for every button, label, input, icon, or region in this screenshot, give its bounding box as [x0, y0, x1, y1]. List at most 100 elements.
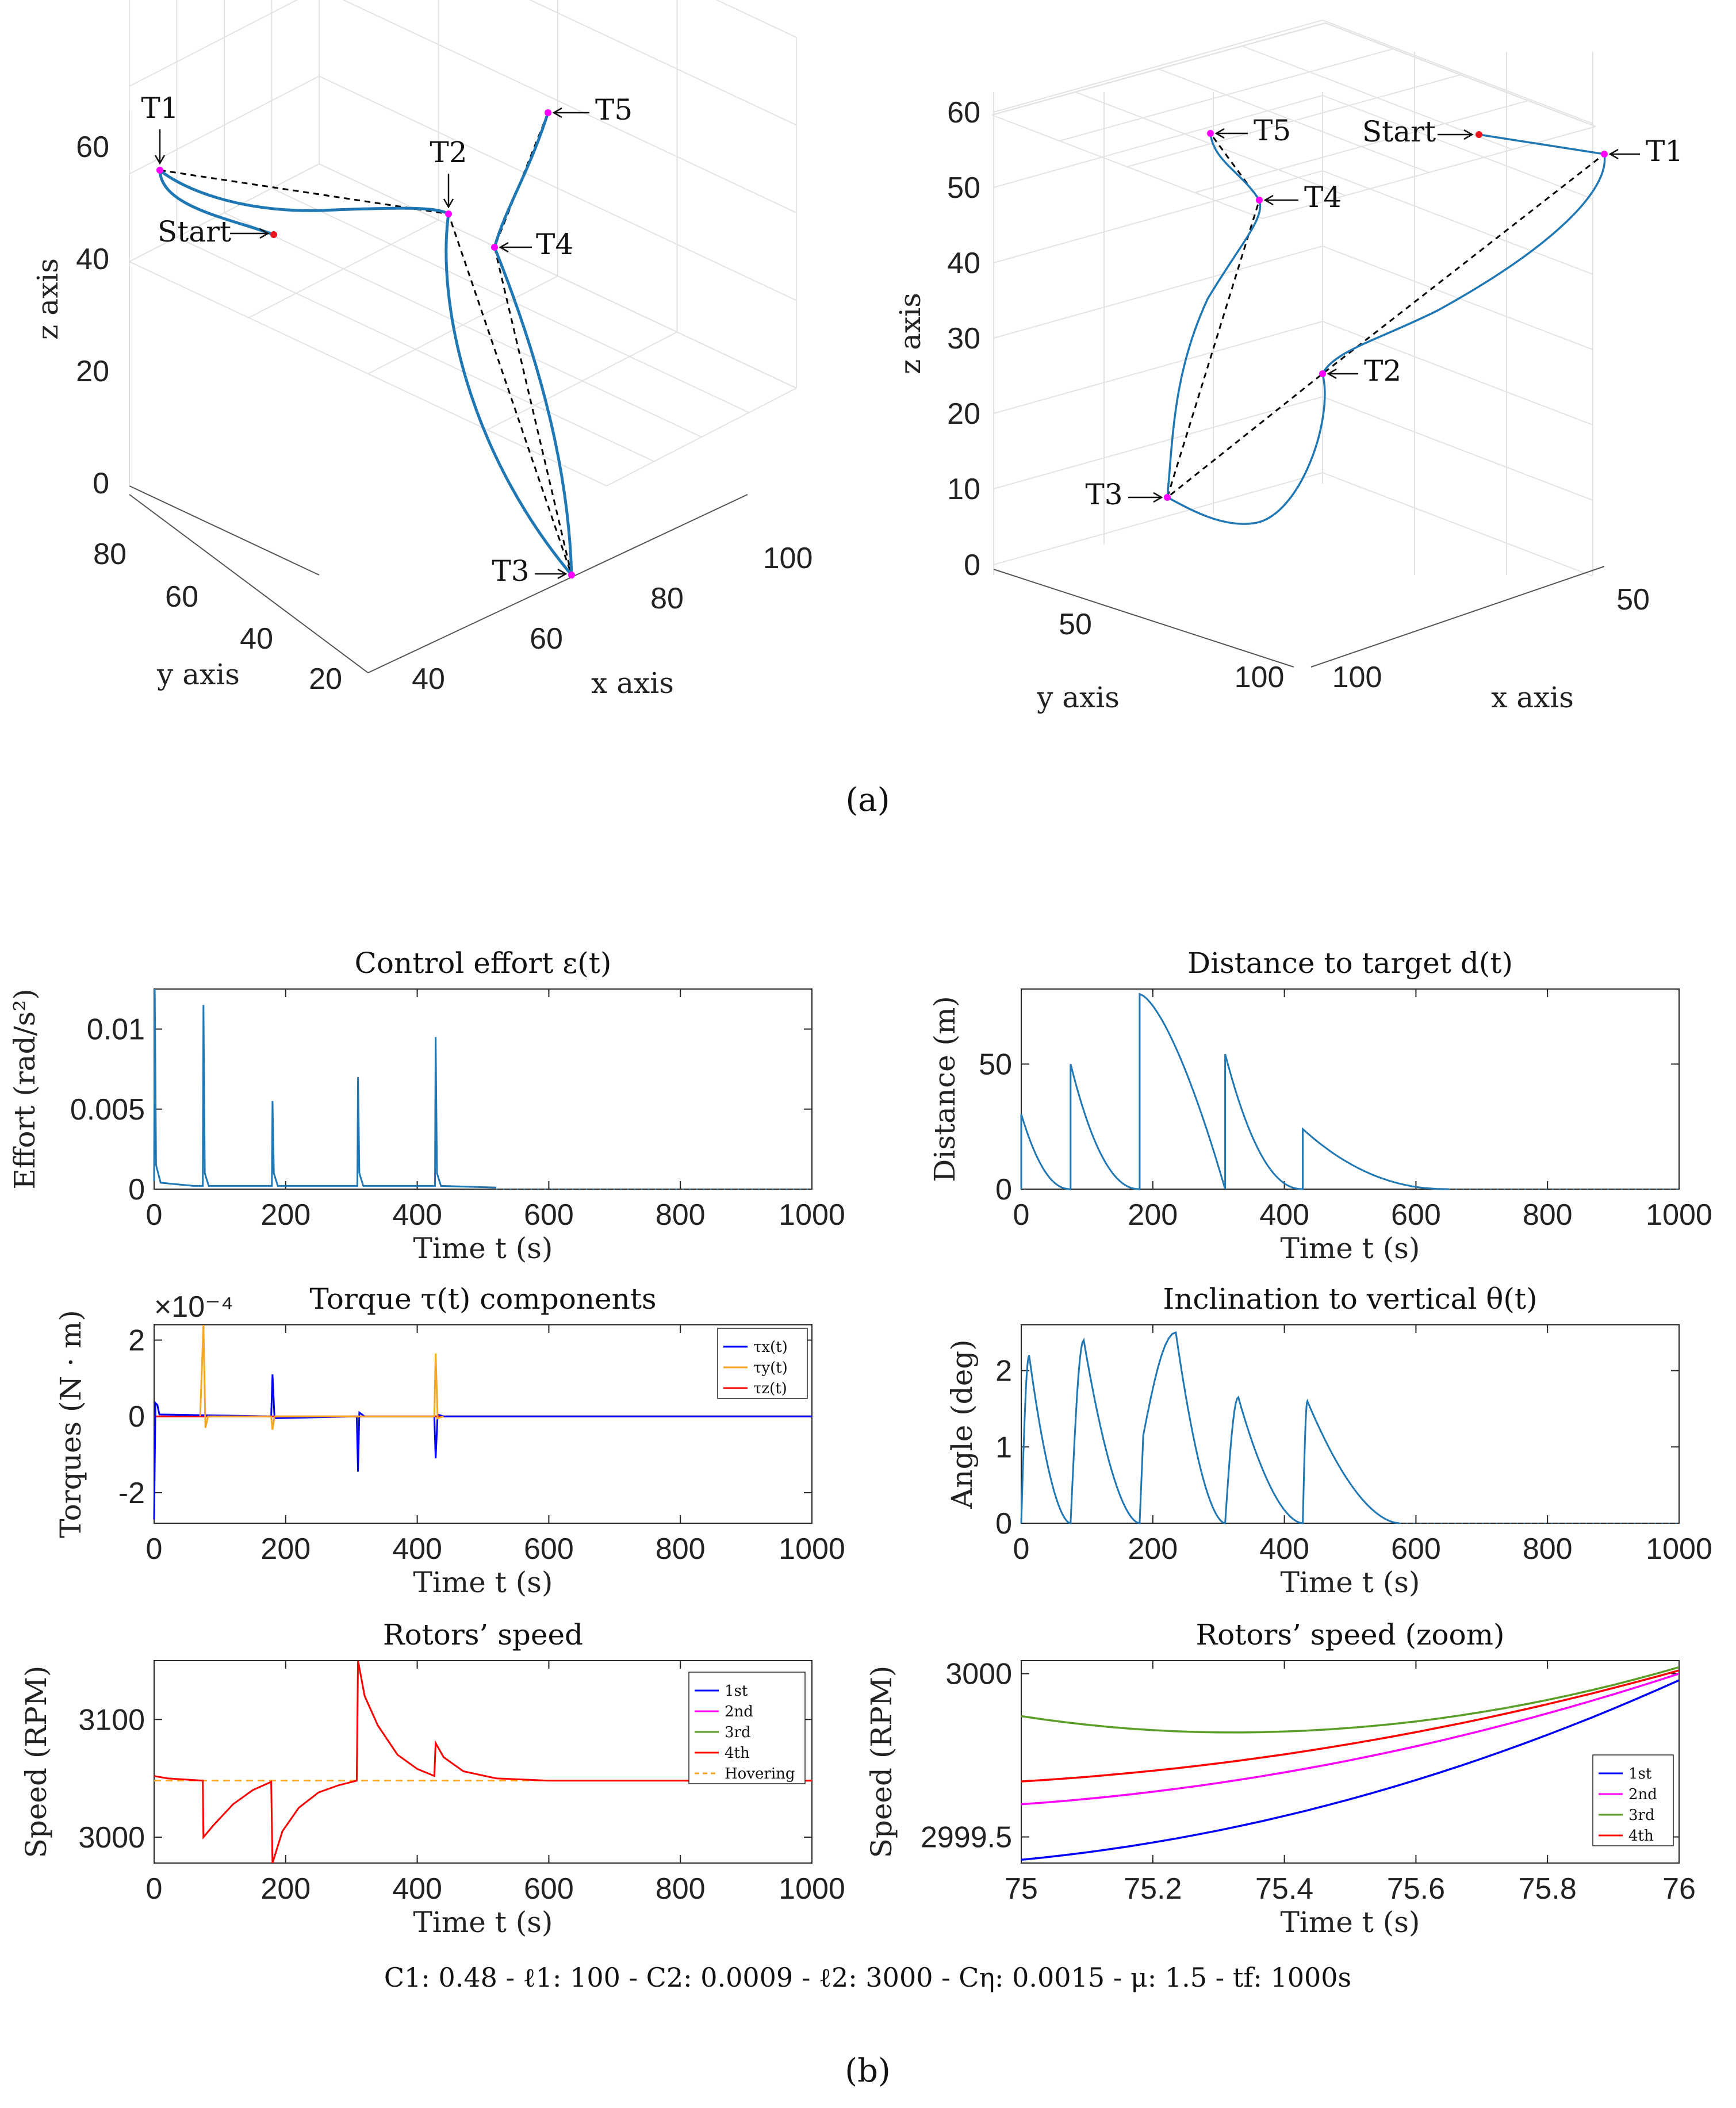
grid-line — [991, 22, 1326, 116]
inclination-series — [1020, 1331, 1400, 1525]
parameters-line: C1: 0.48 - ℓ1: 100 - C2: 0.0009 - ℓ2: 30… — [384, 1962, 1351, 1993]
grid-line — [1158, 68, 1430, 173]
zoom-series-3rd — [1021, 1666, 1680, 1734]
y-axis-label: Torques (N · m) — [54, 1310, 87, 1538]
plot-frame — [1021, 988, 1680, 1190]
chart-rotors_zoom: 75 75.2 75.4 75.6 75.8 76 2999.5 3000 Rotors’ sp… — [865, 1618, 1696, 1939]
x-tick-label: 1000 — [1646, 1198, 1712, 1232]
start-marker — [270, 231, 277, 238]
z-tick-label: 30 — [947, 322, 980, 355]
y-axis-label: Effort (rad/s²) — [8, 988, 41, 1189]
annotation-arrowhead — [552, 107, 562, 118]
target-marker-T3 — [568, 572, 575, 578]
x-axis-label: Time t (s) — [1281, 1906, 1420, 1939]
grid-line — [1322, 20, 1593, 124]
z-axis-label: z axis — [31, 258, 64, 340]
z-tick-label: 40 — [76, 243, 109, 276]
grid-line — [606, 388, 797, 486]
legend-label-2nd: 2nd — [1628, 1786, 1657, 1803]
x-tick-label: 75.2 — [1124, 1872, 1182, 1906]
x-tick-label: 200 — [1128, 1532, 1178, 1566]
y-tick-label: 3100 — [78, 1703, 145, 1737]
target-marker-T2 — [445, 210, 452, 217]
start-marker — [1476, 131, 1482, 138]
y-axis-line-front — [129, 494, 369, 673]
z-tick-label: 60 — [76, 131, 109, 164]
target-marker-T5 — [1207, 130, 1214, 137]
y-tick-label: 80 — [93, 538, 127, 571]
x-tick-label: 400 — [392, 1198, 442, 1232]
zoom-series-2nd — [1021, 1673, 1680, 1806]
grid-line — [177, 236, 654, 462]
annotation-arrowhead — [259, 228, 270, 239]
x-tick-label: 200 — [260, 1872, 311, 1906]
grid-line — [993, 246, 1323, 339]
chart-title: Inclination to vertical θ(t) — [1163, 1282, 1537, 1316]
panel-a-label: (a) — [845, 781, 890, 819]
x-tick-label: 800 — [656, 1872, 706, 1906]
annotation-start: Start — [158, 215, 231, 248]
x-axis-label: Time t (s) — [413, 1906, 553, 1939]
x-axis-label: Time t (s) — [1281, 1566, 1420, 1599]
distance-series — [1020, 992, 1449, 1190]
target-marker-T4 — [1256, 197, 1263, 204]
legend-label-1st: 1st — [725, 1682, 748, 1700]
annotation-arrowhead — [1263, 194, 1274, 206]
chart-distance: 0 200 400 600 800 1000 0 50 Distance to target d… — [928, 946, 1712, 1265]
x-axis-line — [367, 494, 748, 673]
x-tick-label: 40 — [412, 662, 445, 696]
x-tick-label: 75.6 — [1387, 1872, 1445, 1906]
z-tick-label: 40 — [947, 247, 980, 280]
annotation-arrowhead — [1608, 148, 1619, 160]
chart-rotors: 0 200 400 600 800 1000 3000 3100 Rotors’ speed Ti… — [20, 1618, 845, 1939]
z-tick-label: 20 — [947, 397, 980, 431]
annotation-arrowhead — [1153, 492, 1163, 503]
x-tick-label: 0 — [146, 1532, 163, 1566]
trajectory-path — [1166, 133, 1606, 525]
z-axis-label: z axis — [894, 293, 927, 374]
target-marker-T1 — [1601, 151, 1608, 158]
y-axis-label: Angle (deg) — [945, 1339, 979, 1509]
zoom-series-4th — [1021, 1669, 1680, 1783]
annotation-arrowhead — [1214, 128, 1225, 139]
y-tick-label: 60 — [165, 580, 198, 614]
annotation-T5: T5 — [595, 93, 633, 127]
grid-line — [1194, 100, 1528, 193]
zoom-series-1st — [1021, 1679, 1680, 1861]
y-tick-label: 0.005 — [70, 1093, 145, 1126]
annotation-T1: T1 — [1646, 135, 1683, 168]
reference-dashed-path — [159, 112, 573, 576]
effort-series — [153, 988, 496, 1189]
y-tick-label: 1 — [995, 1431, 1012, 1464]
x-axis-label: x axis — [591, 666, 674, 700]
y-tick-label: 50 — [1059, 608, 1092, 641]
x-axis-line — [1310, 566, 1605, 668]
annotation-T3: T3 — [1085, 478, 1122, 511]
legend-label-Hovering: Hovering — [725, 1765, 795, 1783]
x-tick-label: 600 — [524, 1872, 574, 1906]
x-tick-label: 0 — [146, 1872, 163, 1906]
y-tick-label: 3000 — [945, 1658, 1012, 1691]
grid-line — [1322, 396, 1593, 501]
grid-line — [1322, 321, 1593, 426]
x-tick-label: 80 — [650, 582, 684, 615]
grid-line — [1322, 95, 1593, 200]
y-tick-label: 0 — [995, 1173, 1012, 1206]
annotation-T4: T4 — [1304, 181, 1342, 214]
grid-line — [1325, 22, 1596, 127]
grid-line — [1322, 246, 1593, 350]
chart-inclination: 0 200 400 600 800 1000 0 1 2 Inclination to verti… — [945, 1282, 1712, 1599]
x-axis-label: Time t (s) — [413, 1566, 553, 1599]
target-marker-T1 — [156, 167, 163, 174]
y-tick-label: 20 — [309, 662, 342, 696]
chart-title: Rotors’ speed (zoom) — [1195, 1618, 1504, 1651]
x-tick-label: 200 — [260, 1198, 311, 1232]
grid-line — [993, 321, 1323, 414]
x-tick-label: 75.8 — [1519, 1872, 1577, 1906]
legend-box — [717, 1328, 808, 1399]
annotation-T2: T2 — [1364, 354, 1401, 388]
x-tick-label: 200 — [1128, 1198, 1178, 1232]
tau-x-series — [153, 1374, 812, 1520]
grid-line — [1075, 91, 1346, 196]
